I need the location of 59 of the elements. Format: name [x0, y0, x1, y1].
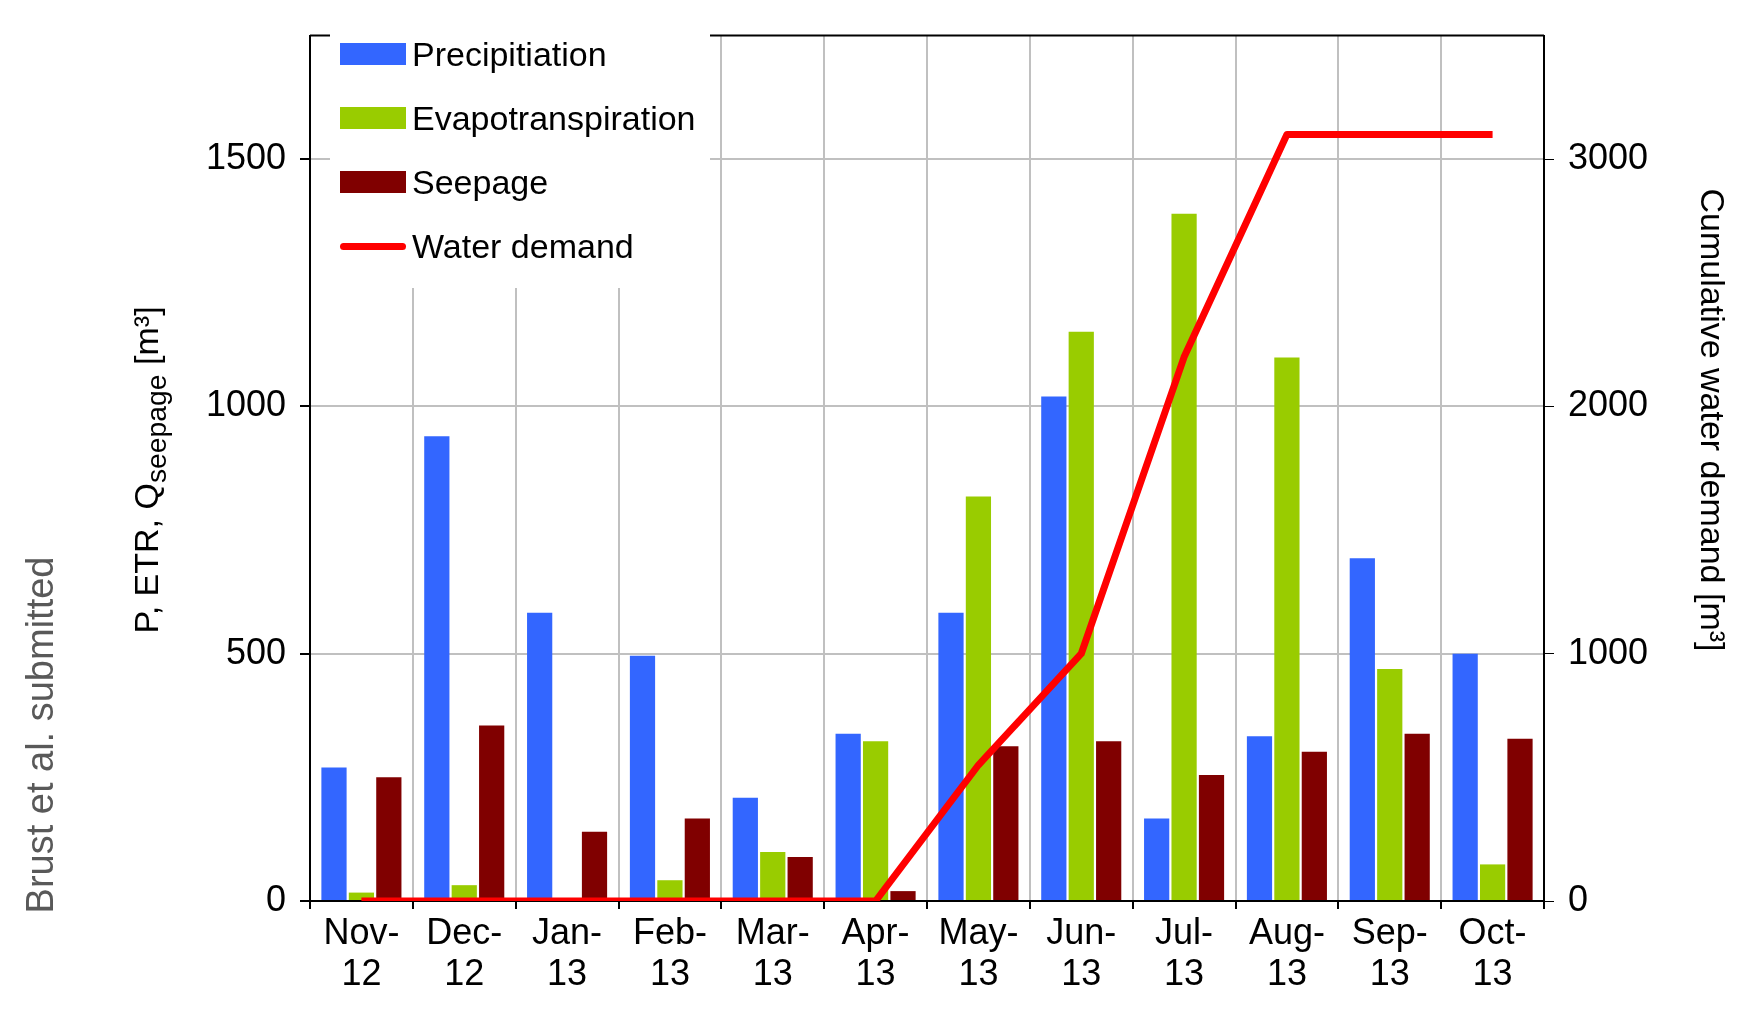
bar — [1198, 774, 1225, 900]
y-tick-label: 0 — [265, 877, 286, 919]
bar — [787, 856, 813, 900]
y-tick-label: 1000 — [205, 383, 286, 425]
bar — [1349, 558, 1375, 900]
bar — [760, 852, 786, 900]
y-tick-label: 1500 — [205, 136, 286, 178]
legend-label: Precipitiation — [412, 34, 607, 74]
x-tick-label: Apr-13 — [841, 910, 910, 994]
bar — [424, 436, 450, 900]
x-tick-label: Jun-13 — [1046, 910, 1117, 994]
bar — [1479, 864, 1506, 900]
x-tick-label: Jul-13 — [1155, 910, 1214, 994]
bar — [862, 741, 889, 900]
y2-tick-label: 1000 — [1568, 630, 1649, 672]
legend-label: Evapotranspiration — [412, 98, 696, 138]
bar — [732, 797, 758, 900]
y2-tick-label: 3000 — [1568, 136, 1649, 178]
x-tick-label: Dec-12 — [426, 910, 503, 994]
bar — [1068, 331, 1094, 900]
y-tick-label: 500 — [225, 630, 286, 672]
bar — [1301, 751, 1327, 900]
x-tick-label: Feb-13 — [632, 910, 707, 994]
bar — [1452, 653, 1478, 900]
bar — [376, 777, 402, 900]
bar — [1274, 357, 1300, 900]
bar — [1144, 818, 1170, 900]
bar — [657, 880, 683, 900]
x-tick-label: Sep-13 — [1351, 910, 1428, 994]
bar — [993, 746, 1019, 900]
x-tick-label: May-13 — [938, 910, 1019, 994]
bar — [321, 767, 347, 900]
bar — [629, 655, 656, 900]
bar — [684, 818, 710, 900]
legend-label: Water demand — [412, 226, 634, 266]
x-tick-label: Mar-13 — [735, 910, 810, 994]
bar — [527, 612, 553, 900]
x-tick-label: Jan-13 — [532, 910, 603, 994]
y2-axis-title: Cumulative water demand [m³] — [1692, 188, 1732, 652]
bar — [965, 496, 992, 900]
bar — [1377, 669, 1403, 900]
y2-tick-label: 0 — [1568, 877, 1589, 919]
bar — [1096, 741, 1122, 900]
bar — [479, 725, 505, 900]
bar — [1246, 736, 1273, 900]
text: Brust et al. submitted — [18, 556, 62, 914]
bar — [1171, 213, 1197, 900]
legend-label: Seepage — [412, 162, 549, 202]
bar — [1404, 733, 1430, 900]
y2-tick-label: 2000 — [1568, 383, 1649, 425]
bar — [890, 891, 916, 900]
bar — [938, 612, 964, 900]
bar — [835, 733, 861, 900]
bar — [581, 831, 608, 900]
x-tick-label: Aug-13 — [1248, 910, 1325, 994]
bar — [1041, 396, 1067, 900]
x-tick-label: Oct-13 — [1458, 910, 1527, 994]
bar — [1507, 738, 1533, 900]
x-tick-label: Nov-12 — [323, 910, 400, 994]
